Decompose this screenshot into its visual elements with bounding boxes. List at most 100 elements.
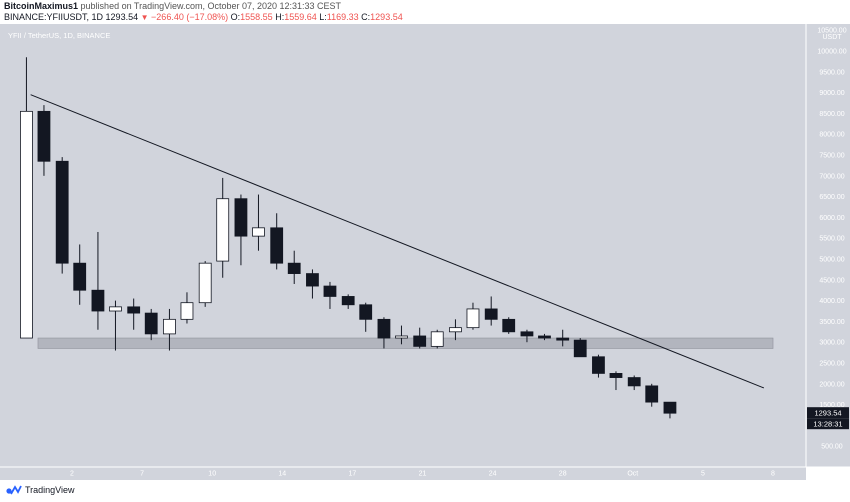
candle-body-28 [520,331,534,337]
open-label: O: [230,12,241,22]
candle-body-1 [37,110,51,162]
y-tick-label-17: 9000.00 [819,90,844,97]
ohlc-line: BINANCE:YFIIUSDT, 1D 1293.54 ▼ −266.40 (… [4,12,403,22]
candle-body-7 [144,312,158,335]
y-axis-unit-label: USDT [822,34,842,41]
support-zone [37,337,774,349]
candle-body-36 [663,401,677,414]
candle-body-14 [270,227,284,264]
y-tick-label-9: 5000.00 [819,257,844,264]
published-text: published on TradingView.com, October 07… [80,1,342,11]
down-arrow-icon: ▼ [140,13,149,22]
low-value: 1169.33 [326,12,359,22]
candle-body-12 [234,198,248,237]
x-tick-label-1: 7 [140,471,144,478]
chart-title: YFII / TetherUS, 1D, BINANCE [8,31,110,40]
close-label: C: [361,12,371,22]
candle-body-33 [609,373,623,378]
y-tick-label-16: 8500.00 [819,111,844,118]
time-axis-background [0,467,806,480]
candle-body-32 [592,356,605,374]
candle-body-16 [306,273,319,287]
candle-body-18 [341,296,355,306]
candle-body-3 [73,262,87,291]
plot-background [0,24,806,467]
tradingview-logo-icon [6,485,22,495]
y-tick-label-18: 9500.00 [819,69,844,76]
last-price-label: 1293.54 [814,409,841,418]
y-tick-label-0: 500.00 [821,444,843,451]
candle-body-11 [216,198,230,262]
price-chart[interactable]: YFII / TetherUS, 1D, BINANCE USDT 500.00… [0,24,850,480]
tradingview-brand: TradingView [25,485,75,495]
y-tick-label-20: 10500.00 [817,28,846,35]
candle-body-15 [287,262,301,274]
publish-info: BitcoinMaximus1 published on TradingView… [4,1,341,11]
y-tick-label-7: 4000.00 [819,298,844,305]
x-tick-label-7: 28 [559,471,567,478]
candle-body-27 [502,318,516,333]
candle-body-0 [20,110,33,339]
high-value: 1559.64 [284,12,317,22]
candle-body-4 [91,289,105,312]
candle-body-8 [163,318,176,335]
candle-body-20 [377,318,391,339]
y-tick-label-19: 10000.00 [817,49,846,56]
last-price-tag [807,407,849,419]
x-tick-label-11: 12 [839,471,847,478]
candle-body-24 [449,327,462,333]
x-tick-label-0: 2 [70,471,74,478]
candle-body-26 [484,308,498,320]
candle-body-5 [109,306,122,312]
candle-body-6 [127,306,141,314]
candle-body-19 [359,304,373,320]
high-label: H: [275,12,285,22]
y-tick-label-14: 7500.00 [819,153,844,160]
candle-body-17 [323,285,337,297]
change-text: −266.40 (−17.08%) [151,12,229,22]
x-tick-label-4: 17 [349,471,357,478]
countdown-label: 13:28:31 [813,420,842,429]
close-value: 1293.54 [370,12,403,22]
low-label: L: [319,12,327,22]
candle-body-31 [573,339,587,358]
x-tick-label-3: 14 [278,471,286,478]
candle-body-13 [252,227,265,237]
y-tick-label-12: 6500.00 [819,194,844,201]
y-tick-label-11: 6000.00 [819,215,844,222]
symbol-line: BINANCE:YFIIUSDT, 1D [4,12,104,22]
price-axis-background [806,24,850,467]
candle-body-29 [538,335,551,339]
y-tick-label-3: 2000.00 [819,381,844,388]
candle-body-23 [430,331,444,347]
x-tick-label-5: 21 [419,471,427,478]
x-tick-label-2: 10 [208,471,216,478]
open-value: 1558.55 [240,12,273,22]
candle-body-22 [413,335,427,347]
y-tick-label-2: 1500.00 [819,402,844,409]
x-tick-label-9: 5 [701,471,705,478]
candle-body-9 [180,302,194,320]
x-tick-label-6: 24 [489,471,497,478]
candle-body-10 [198,262,212,304]
candle-body-35 [645,385,659,403]
tradingview-branding[interactable]: TradingView [6,485,75,495]
y-tick-label-15: 8000.00 [819,132,844,139]
descending-trendline [30,94,765,389]
author-name[interactable]: BitcoinMaximus1 [4,1,79,11]
candle-body-25 [466,308,480,329]
y-tick-label-10: 5500.00 [819,236,844,243]
last-price-text: 1293.54 [105,12,139,22]
x-tick-label-8: Oct [627,471,638,478]
candle-body-30 [556,337,570,341]
y-tick-label-4: 2500.00 [819,361,844,368]
countdown-tag [807,418,849,430]
x-tick-label-10: 8 [771,471,775,478]
y-tick-label-13: 7000.00 [819,173,844,180]
y-tick-label-6: 3500.00 [819,319,844,326]
candle-body-2 [55,160,69,264]
y-tick-label-8: 4500.00 [819,277,844,284]
candle-body-21 [395,335,408,339]
y-tick-label-5: 3000.00 [819,340,844,347]
candle-body-34 [627,377,641,387]
